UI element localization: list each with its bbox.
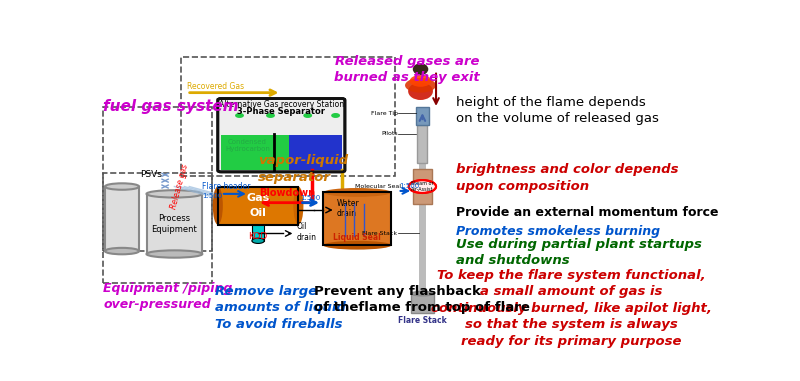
Text: Oil: Oil: [250, 208, 266, 218]
Text: Process
Equipment: Process Equipment: [151, 214, 198, 234]
Text: brightness and color depends
upon composition: brightness and color depends upon compos…: [457, 163, 679, 192]
Circle shape: [304, 114, 311, 117]
Text: vapor-liquid
separator: vapor-liquid separator: [258, 154, 348, 184]
Ellipse shape: [323, 241, 391, 250]
Circle shape: [409, 180, 436, 193]
Text: Flare Stack: Flare Stack: [398, 315, 446, 325]
Text: Recovered Gas: Recovered Gas: [187, 82, 244, 91]
Ellipse shape: [411, 291, 434, 296]
Ellipse shape: [252, 238, 264, 243]
Ellipse shape: [146, 190, 202, 197]
Bar: [411, 294, 434, 313]
Text: Promotes smokeless burning: Promotes smokeless burning: [457, 225, 661, 238]
Ellipse shape: [213, 187, 223, 225]
Ellipse shape: [146, 250, 202, 258]
Text: 1:500: 1:500: [202, 193, 222, 199]
Ellipse shape: [405, 78, 436, 93]
Bar: [413, 169, 432, 204]
Bar: [418, 125, 427, 163]
Bar: [252, 225, 264, 241]
Text: KOD: KOD: [249, 232, 268, 241]
Text: fuel gas system: fuel gas system: [103, 99, 238, 114]
Text: PSVs: PSVs: [140, 170, 162, 179]
Text: Condensed
Hydrocarbon: Condensed Hydrocarbon: [225, 139, 270, 152]
Text: Use during partial plant startups
and shutdowns: Use during partial plant startups and sh…: [457, 238, 702, 267]
Text: To keep the flare system functional,
a small amount of gas is
continuously burne: To keep the flare system functional, a s…: [430, 269, 712, 348]
Bar: [103, 173, 211, 251]
Ellipse shape: [105, 248, 139, 254]
Text: Flare header: Flare header: [202, 182, 251, 191]
Ellipse shape: [105, 183, 139, 190]
Text: Prevent any flashback
of theflame from top of flare: Prevent any flashback of theflame from t…: [314, 285, 530, 314]
Bar: [146, 194, 202, 254]
Text: Molecular Seal: Molecular Seal: [354, 184, 401, 189]
Bar: [289, 135, 342, 170]
Text: Pilots: Pilots: [381, 131, 398, 136]
Bar: [221, 135, 289, 170]
Bar: [416, 107, 429, 125]
Text: Provide an external momentum force: Provide an external momentum force: [457, 206, 719, 219]
Ellipse shape: [410, 75, 431, 87]
Text: Flare Stack: Flare Stack: [362, 231, 398, 236]
Bar: [323, 192, 391, 245]
Ellipse shape: [323, 188, 391, 197]
Text: Water
drain: Water drain: [337, 199, 359, 218]
Ellipse shape: [294, 187, 303, 225]
Text: Oil
drain: Oil drain: [297, 222, 317, 242]
Circle shape: [266, 114, 274, 117]
Ellipse shape: [413, 63, 428, 75]
Text: 1:500: 1:500: [399, 184, 419, 189]
Bar: [105, 187, 139, 251]
Text: Equipment /piping
over-pressured: Equipment /piping over-pressured: [103, 282, 233, 311]
Text: Remove large
amounts of liquid
To avoid fireballs: Remove large amounts of liquid To avoid …: [214, 285, 346, 331]
Text: 3-Phase Separator: 3-Phase Separator: [238, 107, 326, 117]
Circle shape: [236, 114, 243, 117]
Text: Liquid Seal: Liquid Seal: [334, 234, 381, 242]
Bar: [323, 192, 391, 245]
Bar: [218, 187, 298, 225]
Bar: [103, 107, 211, 283]
Text: 1:500: 1:500: [301, 195, 321, 201]
Circle shape: [332, 114, 339, 117]
Text: Blowdown: Blowdown: [259, 188, 316, 198]
Text: height of the flame depends
on the volume of released gas: height of the flame depends on the volum…: [457, 96, 659, 125]
Bar: [181, 58, 394, 176]
Text: Flare Tip: Flare Tip: [370, 111, 398, 116]
FancyBboxPatch shape: [218, 99, 345, 172]
Bar: [218, 187, 298, 225]
Text: Alternative Gas recovery Station: Alternative Gas recovery Station: [218, 100, 344, 109]
Text: Steam or
Air-Assist: Steam or Air-Assist: [411, 181, 434, 192]
Text: Release gas: Release gas: [169, 163, 190, 210]
Ellipse shape: [408, 82, 433, 100]
Text: Gas: Gas: [246, 193, 270, 203]
Text: Released gases are
burned as they exit: Released gases are burned as they exit: [334, 54, 480, 84]
